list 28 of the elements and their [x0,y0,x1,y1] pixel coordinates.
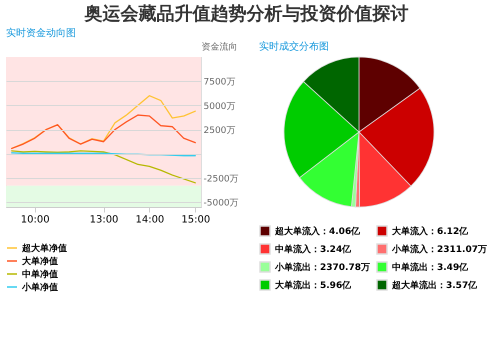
x-tick-label: 15:00 [181,214,210,226]
chart-title: 实时资金动向图 [6,27,76,39]
line-series [11,114,196,150]
text: 奥运会藏品升值趋势分析与投资价值探讨 [83,4,408,24]
y-tick-label: 7500万 [204,78,236,88]
x-tick-label: 10:00 [20,214,50,226]
y-tick-label: 2500万 [204,126,236,136]
x-tick-label: 14:00 [135,214,164,226]
y-tick-label: -2500万 [204,174,239,184]
legend-label: 小单净值 [21,282,58,293]
chart-title: 实时成交分布图 [259,40,329,52]
legend-label: 中单流入：3.24亿 [275,244,352,255]
line-series [11,95,196,150]
y-tick-label: 5000万 [204,102,236,112]
legend-label: 小单流出：2370.78万 [274,262,370,273]
legend-label: 大单净值 [22,256,58,267]
legend-label: 大单流入：6.12亿 [392,226,470,237]
legend-label: 超大单净值 [21,243,67,254]
x-tick-label: 13:00 [90,214,118,226]
line-series [11,150,196,184]
legend-label: 超大单流入：4.06亿 [274,226,362,237]
y-tick-label: -5000万 [204,198,239,209]
legend-label: 小单流入：2311.07万 [391,244,487,255]
legend-label: 中单流出：3.49亿 [392,262,470,273]
legend-label: 超大单流出：3.57亿 [391,280,478,291]
y-axis-title: 资金流向 [202,42,238,52]
legend-label: 大单流出：5.96亿 [275,280,352,291]
legend-label: 中单净值 [22,269,58,280]
